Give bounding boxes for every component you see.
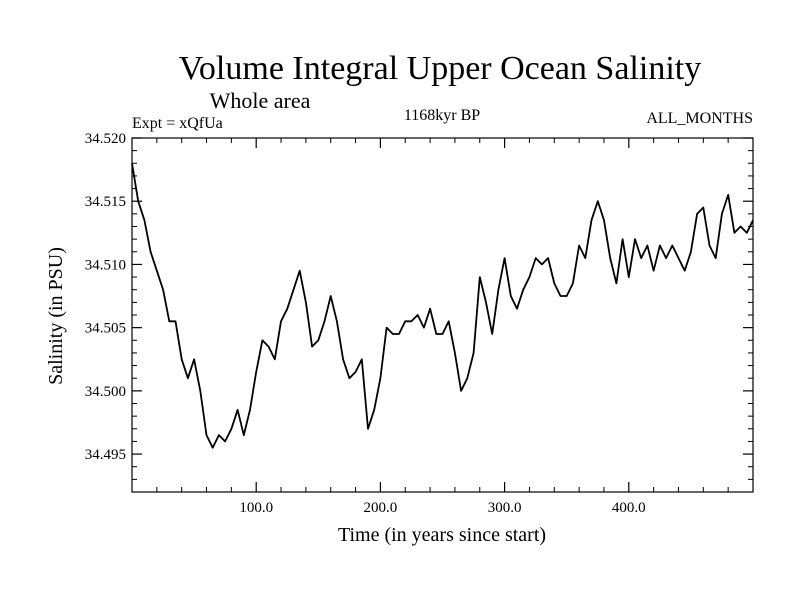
x-axis: 100.0 200.0 300.0 400.0 bbox=[156, 138, 729, 516]
y-axis: 34.495 34.500 34.505 34.510 34.515 34.520 bbox=[85, 131, 753, 493]
salinity-series-line bbox=[131, 163, 754, 449]
y-tick-label: 34.495 bbox=[85, 447, 126, 463]
x-tick-label: 400.0 bbox=[612, 500, 646, 516]
y-tick-label: 34.500 bbox=[85, 384, 126, 400]
y-tick-label: 34.510 bbox=[85, 257, 126, 273]
months-label: ALL_MONTHS bbox=[646, 110, 753, 127]
x-tick-label: 300.0 bbox=[488, 500, 522, 516]
plot-frame bbox=[131, 137, 754, 493]
x-tick-label: 200.0 bbox=[364, 500, 398, 516]
y-axis-label: Salinity (in PSU) bbox=[45, 247, 67, 385]
chart-title: Volume Integral Upper Ocean Salinity bbox=[179, 50, 701, 87]
x-tick-label: 100.0 bbox=[239, 500, 273, 516]
experiment-label: Expt = xQfUa bbox=[132, 115, 223, 132]
x-axis-label: Time (in years since start) bbox=[338, 524, 546, 546]
y-tick-label: 34.505 bbox=[85, 321, 126, 337]
y-tick-label: 34.515 bbox=[85, 194, 126, 210]
time-period-label: 1168kyr BP bbox=[404, 107, 480, 124]
y-tick-label: 34.520 bbox=[85, 131, 126, 147]
chart-subtitle: Whole area bbox=[210, 88, 311, 113]
